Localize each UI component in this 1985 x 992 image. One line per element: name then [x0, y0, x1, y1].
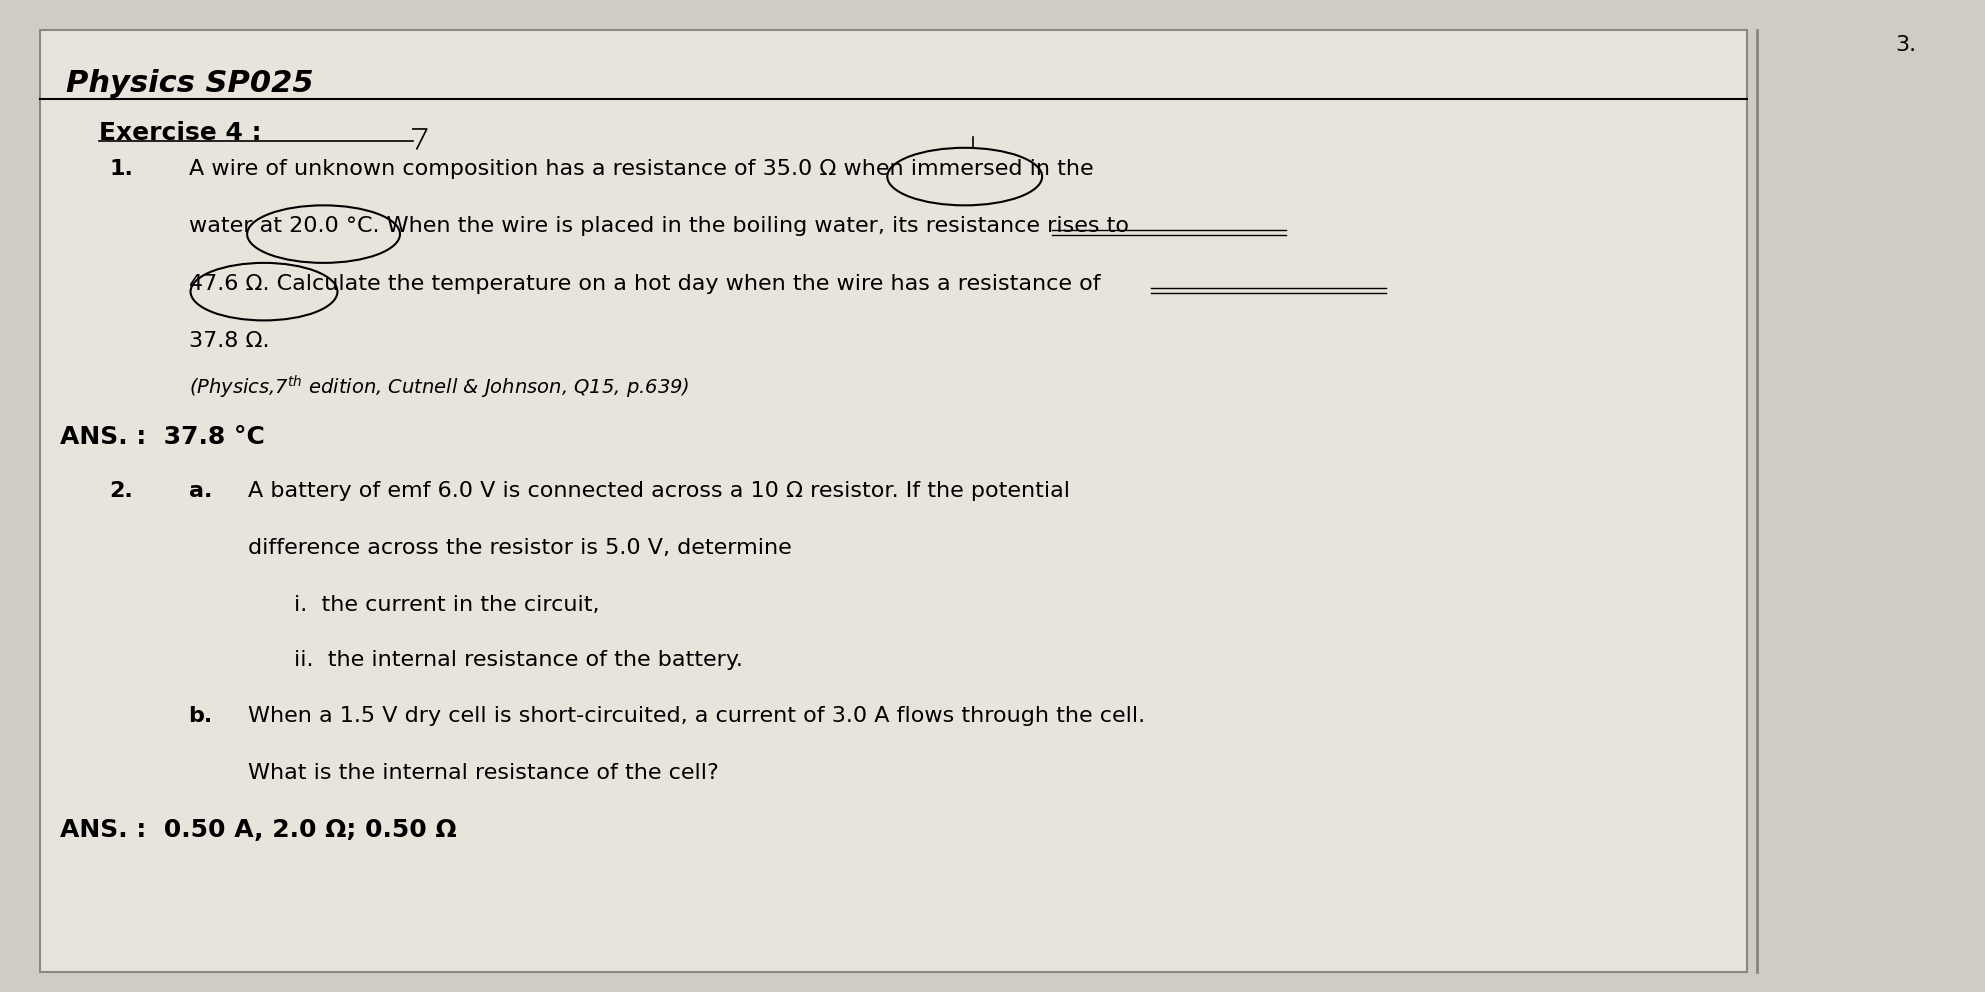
- Text: (Physics,7$^{th}$ edition, Cutnell & Johnson, Q15, p.639): (Physics,7$^{th}$ edition, Cutnell & Joh…: [189, 374, 689, 401]
- Text: 1.: 1.: [109, 159, 133, 179]
- Text: water at 20.0 °C. When the wire is placed in the boiling water, its resistance r: water at 20.0 °C. When the wire is place…: [189, 216, 1129, 236]
- Text: ANS. :  0.50 A, 2.0 Ω; 0.50 Ω: ANS. : 0.50 A, 2.0 Ω; 0.50 Ω: [60, 818, 457, 842]
- Text: 2.: 2.: [109, 481, 133, 501]
- Text: 47.6 Ω. Calculate the temperature on a hot day when the wire has a resistance of: 47.6 Ω. Calculate the temperature on a h…: [189, 274, 1100, 294]
- FancyBboxPatch shape: [1757, 30, 1985, 972]
- Text: A battery of emf 6.0 V is connected across a 10 Ω resistor. If the potential: A battery of emf 6.0 V is connected acro…: [248, 481, 1070, 501]
- Text: Exercise 4 :: Exercise 4 :: [99, 121, 262, 145]
- Text: b.: b.: [189, 706, 212, 726]
- Text: What is the internal resistance of the cell?: What is the internal resistance of the c…: [248, 763, 719, 783]
- Text: ANS. :  37.8 °C: ANS. : 37.8 °C: [60, 425, 264, 448]
- Text: When a 1.5 V dry cell is short-circuited, a current of 3.0 A flows through the c: When a 1.5 V dry cell is short-circuited…: [248, 706, 1145, 726]
- FancyBboxPatch shape: [40, 30, 1747, 972]
- Text: difference across the resistor is 5.0 V, determine: difference across the resistor is 5.0 V,…: [248, 538, 792, 558]
- Text: Physics SP025: Physics SP025: [66, 69, 314, 98]
- Text: A wire of unknown composition has a resistance of 35.0 Ω when immersed in the: A wire of unknown composition has a resi…: [189, 159, 1094, 179]
- Text: ii.  the internal resistance of the battery.: ii. the internal resistance of the batte…: [294, 650, 742, 670]
- Text: a.: a.: [189, 481, 212, 501]
- Text: 3.: 3.: [1896, 35, 1918, 55]
- Text: i.  the current in the circuit,: i. the current in the circuit,: [294, 595, 599, 615]
- Text: 37.8 Ω.: 37.8 Ω.: [189, 331, 270, 351]
